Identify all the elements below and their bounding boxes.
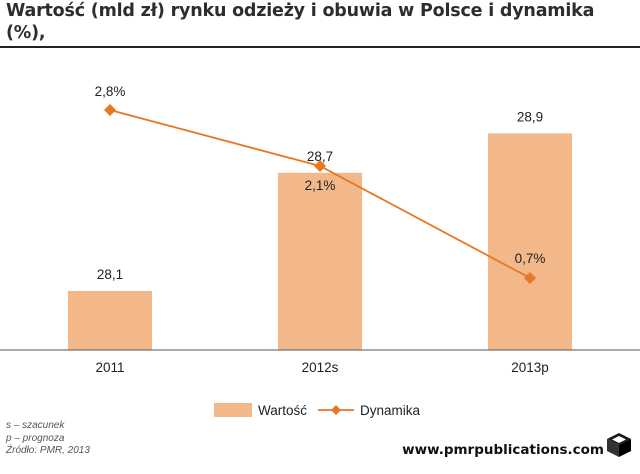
- bar-value-label: 28,1: [97, 267, 123, 282]
- chart-title-line-1: Wartość (mld zł) rynku odzieży i obuwia …: [6, 1, 595, 43]
- bar-2013p: [488, 133, 572, 350]
- title-divider: [0, 46, 640, 48]
- brand-url: www.pmrpublications.com: [402, 442, 604, 458]
- bar-2011: [68, 290, 152, 350]
- x-tick-label: 2013p: [511, 360, 549, 375]
- dynamika-value-label: 2,1%: [305, 178, 336, 193]
- dynamika-value-label: 0,7%: [515, 251, 546, 266]
- footnotes: s – szacunek p – prognoza Źródło: PMR, 2…: [6, 420, 90, 458]
- dynamika-point: [524, 272, 536, 284]
- dynamika-point: [104, 104, 116, 116]
- legend-label-wartosc: Wartość: [258, 403, 307, 418]
- footnote-source: Źródło: PMR, 2013: [6, 445, 90, 456]
- legend-swatch-dynamika-marker: [331, 405, 341, 415]
- pmr-cube-logo-icon: [607, 433, 631, 457]
- footnote-estimate: s – szacunek: [6, 420, 65, 431]
- legend-swatch-wartosc: [214, 403, 252, 417]
- dynamika-value-label: 2,8%: [95, 84, 126, 99]
- legend-label-dynamika: Dynamika: [360, 403, 421, 418]
- footnote-forecast: p – prognoza: [6, 432, 65, 444]
- dynamika-point: [314, 160, 326, 172]
- bar-2012s: [278, 172, 362, 350]
- bar-value-label: 28,7: [307, 149, 333, 164]
- x-tick-label: 2012s: [302, 360, 339, 375]
- x-tick-label: 2011: [95, 360, 124, 375]
- bar-value-label: 28,9: [517, 109, 543, 124]
